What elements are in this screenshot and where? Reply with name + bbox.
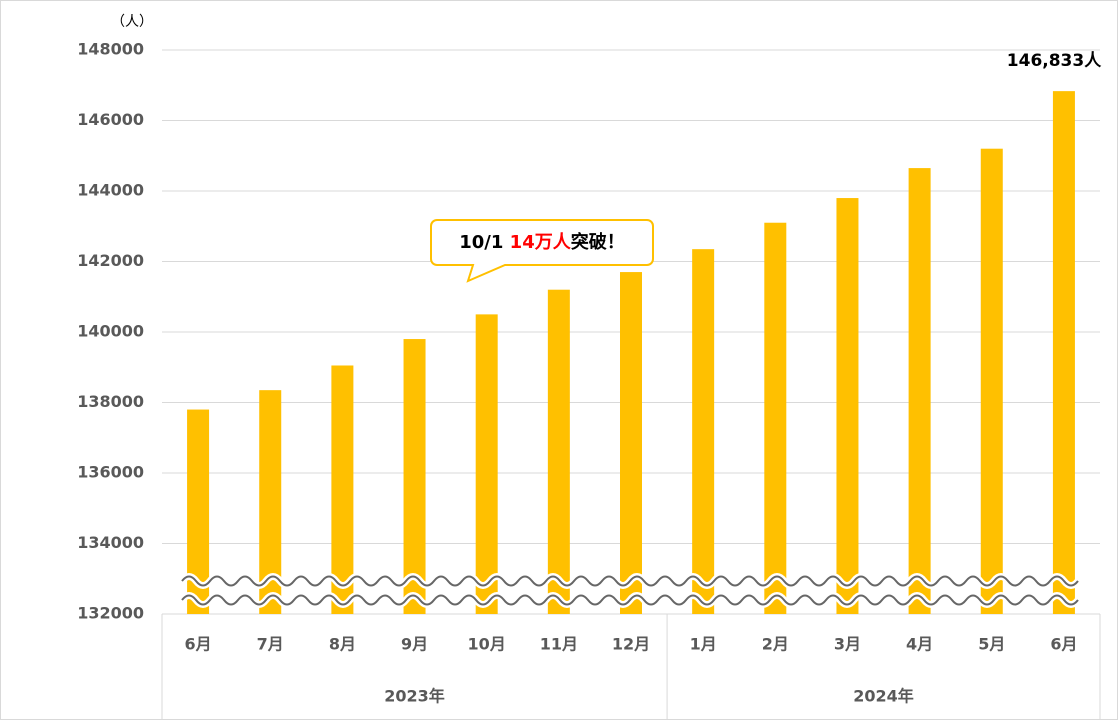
- y-tick-label: 138000: [77, 392, 144, 411]
- x-tick-label: 11月: [540, 635, 578, 654]
- x-tick-label: 7月: [257, 635, 284, 654]
- bar: [1052, 91, 1075, 615]
- x-tick-label: 9月: [401, 635, 428, 654]
- bar: [547, 289, 570, 614]
- bar: [259, 390, 282, 614]
- group-label: 2023年: [384, 687, 445, 706]
- y-tick-label: 140000: [77, 322, 144, 341]
- group-label: 2024年: [853, 687, 914, 706]
- bar: [836, 198, 859, 615]
- x-tick-label: 1月: [690, 635, 717, 654]
- bar: [475, 314, 498, 614]
- y-tick-label: 136000: [77, 463, 144, 482]
- annotation: 10/1 14万人突破！: [459, 231, 624, 253]
- bar: [403, 339, 426, 614]
- x-tick-label: 8月: [329, 635, 356, 654]
- x-tick-label: 4月: [906, 635, 933, 654]
- y-tick-label: 132000: [77, 604, 144, 623]
- axis-break: [181, 594, 1079, 606]
- x-tick-label: 10月: [468, 635, 506, 654]
- axis-break: [181, 575, 1079, 587]
- annotation-part: 10/1: [459, 232, 509, 253]
- y-tick-label: 146000: [77, 110, 144, 129]
- x-tick-label: 2月: [762, 635, 789, 654]
- y-tick-label: 148000: [77, 40, 144, 59]
- bar: [908, 168, 931, 614]
- bar: [620, 272, 642, 614]
- bar: [331, 365, 354, 614]
- y-tick-label: 144000: [77, 181, 144, 200]
- bar: [692, 249, 715, 614]
- y-unit: （人）: [111, 14, 153, 30]
- bar: [187, 409, 210, 614]
- x-tick-label: 6月: [1050, 635, 1077, 654]
- bar: [980, 148, 1003, 614]
- value-label: 146,833人: [1007, 51, 1102, 71]
- y-tick-label: 142000: [77, 251, 144, 270]
- x-tick-label: 6月: [185, 635, 212, 654]
- y-tick-label: 134000: [77, 533, 144, 552]
- annotation-part: 突破！: [571, 231, 625, 253]
- x-tick-label: 3月: [834, 635, 861, 654]
- x-tick-label: 12月: [612, 635, 650, 654]
- callout: [430, 219, 654, 283]
- annotation-part: 14万人: [510, 232, 572, 253]
- bar: [764, 222, 787, 614]
- x-tick-label: 5月: [978, 635, 1005, 654]
